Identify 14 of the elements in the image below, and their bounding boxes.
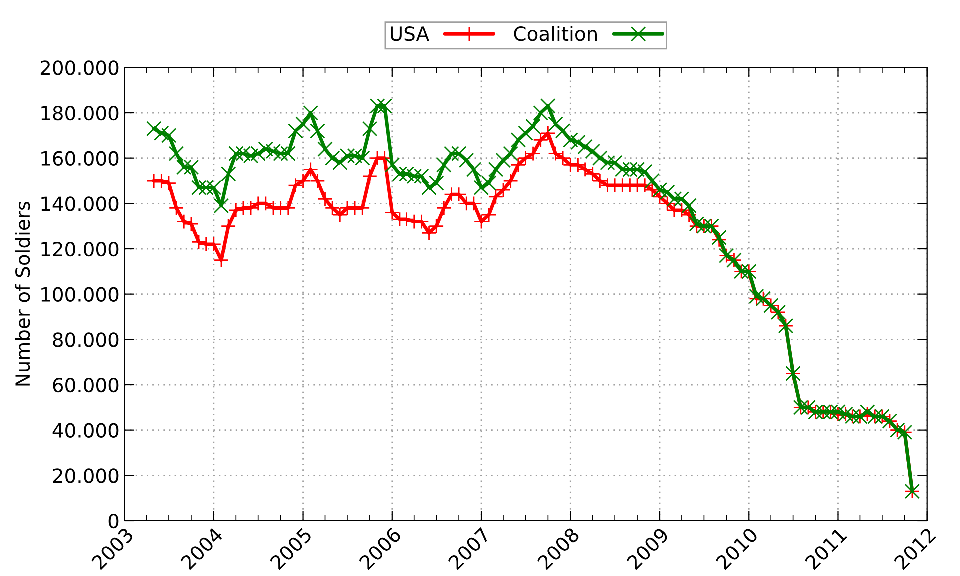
legend-label: USA — [391, 26, 430, 42]
y-tick-label: 40.000 — [52, 423, 119, 438]
y-tick-label: 100.000 — [42, 287, 119, 302]
legend-label: Coalition — [514, 26, 597, 42]
y-tick-label: 20.000 — [53, 468, 119, 484]
y-tick-label: 160.000 — [42, 151, 119, 166]
y-tick-label: 0 — [108, 514, 119, 529]
y-tick-label: 200.000 — [40, 60, 119, 76]
y-tick-label: 60.000 — [53, 378, 119, 393]
y-tick-label: 140.000 — [42, 196, 119, 212]
y-tick-label: 120.000 — [42, 242, 119, 257]
y-tick-label: 180.000 — [42, 106, 119, 121]
y-tick-label: 80.000 — [53, 332, 119, 348]
y-axis-title: Number of Soldiers — [15, 202, 30, 386]
